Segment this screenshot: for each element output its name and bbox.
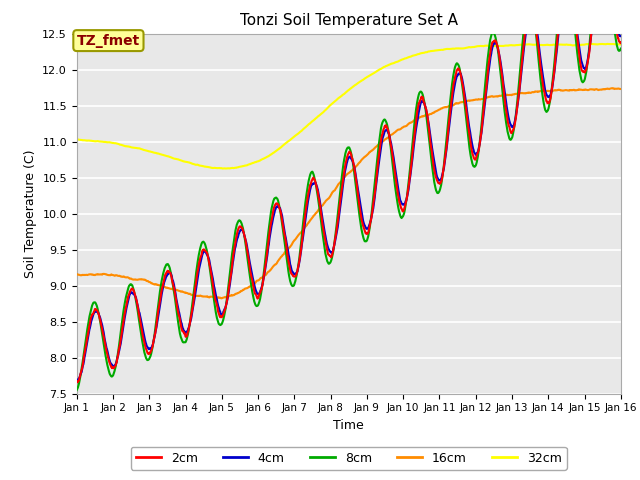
Title: Tonzi Soil Temperature Set A: Tonzi Soil Temperature Set A [240, 13, 458, 28]
4cm [617, 34, 625, 39]
32cm [137, 146, 145, 152]
8cm [304, 184, 312, 190]
32cm [115, 141, 123, 147]
Legend: 2cm, 4cm, 8cm, 16cm, 32cm: 2cm, 4cm, 8cm, 16cm, 32cm [131, 447, 567, 469]
4cm [137, 317, 145, 323]
2cm [316, 198, 323, 204]
2cm [617, 39, 625, 45]
16cm [218, 296, 225, 301]
2cm [73, 379, 81, 385]
Line: 8cm: 8cm [77, 0, 621, 390]
32cm [73, 137, 81, 143]
32cm [219, 166, 227, 171]
16cm [115, 273, 123, 279]
Line: 4cm: 4cm [77, 0, 621, 381]
16cm [316, 206, 323, 212]
8cm [617, 46, 625, 51]
2cm [115, 345, 123, 351]
Line: 2cm: 2cm [77, 0, 621, 383]
16cm [617, 86, 625, 92]
16cm [73, 271, 81, 277]
4cm [73, 378, 81, 384]
32cm [304, 122, 312, 128]
2cm [304, 193, 312, 199]
4cm [325, 246, 333, 252]
8cm [73, 387, 81, 393]
16cm [137, 276, 145, 282]
32cm [617, 42, 625, 48]
Text: TZ_fmet: TZ_fmet [77, 34, 140, 48]
X-axis label: Time: Time [333, 419, 364, 432]
16cm [325, 195, 333, 201]
16cm [608, 85, 616, 91]
8cm [115, 344, 123, 349]
4cm [115, 349, 123, 355]
Line: 32cm: 32cm [77, 44, 621, 168]
16cm [304, 220, 312, 226]
32cm [383, 63, 390, 69]
2cm [74, 380, 81, 385]
8cm [315, 201, 323, 207]
32cm [325, 104, 333, 109]
Y-axis label: Soil Temperature (C): Soil Temperature (C) [24, 149, 36, 278]
2cm [383, 124, 390, 130]
8cm [137, 331, 145, 337]
4cm [315, 193, 323, 199]
8cm [325, 261, 333, 266]
16cm [383, 135, 390, 141]
4cm [383, 127, 390, 132]
Line: 16cm: 16cm [77, 88, 621, 299]
4cm [304, 201, 312, 207]
8cm [383, 120, 390, 125]
32cm [588, 41, 595, 47]
2cm [325, 252, 333, 258]
2cm [138, 325, 145, 331]
32cm [316, 112, 323, 118]
